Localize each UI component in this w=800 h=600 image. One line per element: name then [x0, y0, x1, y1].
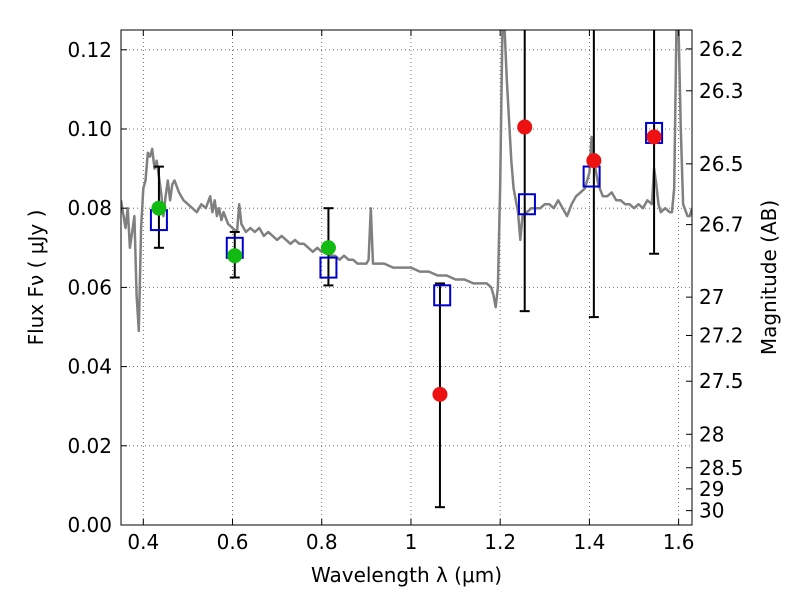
grid — [121, 30, 692, 526]
magnitude-tick-label: 27.2 — [699, 323, 744, 347]
optical-detection-point — [151, 200, 167, 216]
model-spectrum-layer — [121, 30, 692, 333]
magnitude-tick-label: 27 — [699, 285, 724, 309]
y-tick-label: 0.00 — [67, 513, 112, 537]
optical-detection-point — [227, 248, 243, 264]
x-tick-label: 0.4 — [127, 530, 159, 554]
x-tick-label: 1.4 — [573, 530, 605, 554]
observations-layer — [151, 119, 662, 402]
magnitude-tick-label: 28.5 — [699, 456, 744, 480]
magnitude-tick-label: 29 — [699, 477, 724, 501]
x-tick-label: 0.6 — [217, 530, 249, 554]
y-tick-label: 0.12 — [67, 38, 112, 62]
y-tick-label: 0.08 — [67, 196, 112, 220]
y-tick-label: 0.04 — [67, 355, 112, 379]
x-tick-label: 1.2 — [484, 530, 516, 554]
magnitude-tick-label: 26.7 — [699, 213, 744, 237]
model-spectrum-line — [121, 30, 692, 333]
nir-detection-point — [517, 119, 533, 135]
plot-area-frame — [120, 29, 693, 526]
model-point — [433, 284, 452, 307]
y-tick-label: 0.02 — [67, 434, 112, 458]
magnitude-tick-label: 27.5 — [699, 369, 744, 393]
model-point — [319, 256, 338, 279]
nir-detection-point — [432, 386, 448, 402]
y-tick-label: 0.10 — [67, 117, 112, 141]
nir-detection-point — [646, 129, 662, 145]
model-points-layer — [149, 121, 664, 307]
y-axis-ticks: 0.00 0.02 0.04 0.06 0.08 0.10 0.12 — [67, 38, 127, 537]
magnitude-tick-label: 26.5 — [699, 152, 744, 176]
magnitude-tick-label: 28 — [699, 422, 724, 446]
magnitude-axis-label: Magnitude (AB) — [757, 200, 781, 355]
x-tick-label: 1 — [405, 530, 418, 554]
x-tick-label: 0.8 — [306, 530, 338, 554]
magnitude-tick-label: 26.3 — [699, 79, 744, 103]
y-axis-label: Flux Fν ( μJy ) — [24, 210, 48, 346]
x-axis-ticks: 0.4 0.6 0.8 1 1.2 1.4 1.6 — [127, 30, 695, 554]
x-tick-label: 1.6 — [663, 530, 695, 554]
magnitude-tick-label: 26.2 — [699, 37, 744, 61]
model-point — [517, 193, 536, 216]
y-tick-label: 0.06 — [67, 275, 112, 299]
nir-detection-point — [586, 153, 602, 169]
optical-detection-point — [320, 240, 336, 256]
magnitude-tick-label: 30 — [699, 499, 724, 523]
x-axis-label: Wavelength λ (μm) — [311, 563, 502, 587]
